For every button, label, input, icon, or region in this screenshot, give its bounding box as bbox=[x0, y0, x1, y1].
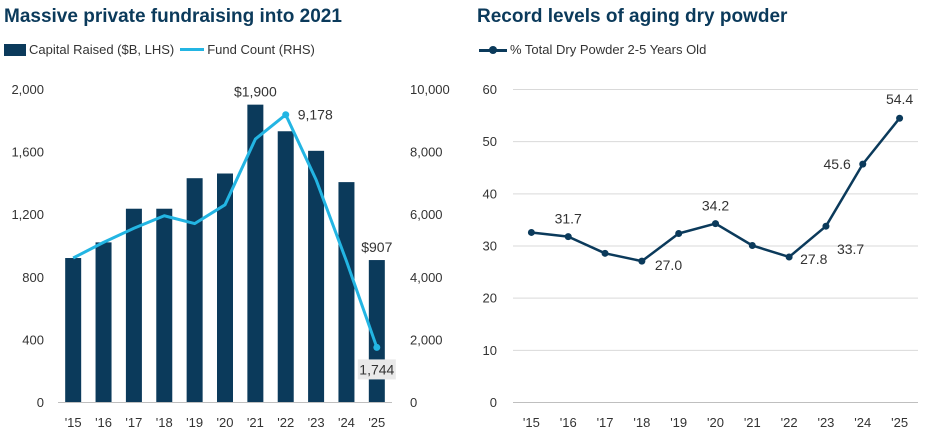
right-x-tick-label: '22 bbox=[781, 415, 798, 430]
right-axis-tick-label: 10,000 bbox=[410, 82, 450, 97]
legend-line-swatch bbox=[180, 48, 205, 51]
dry-powder-value-label: 45.6 bbox=[824, 156, 851, 172]
capital-raised-bar bbox=[125, 208, 142, 402]
legend-bar-swatch bbox=[4, 43, 26, 56]
fund-count-value-label: 9,178 bbox=[298, 107, 333, 123]
right-chart-y-tick-label: 20 bbox=[483, 291, 497, 306]
right-chart-y-tick-label: 0 bbox=[490, 395, 497, 410]
right-x-tick-label: '17 bbox=[597, 415, 614, 430]
right-x-tick-label: '18 bbox=[633, 415, 650, 430]
capital-raised-bar bbox=[338, 182, 355, 402]
left-x-tick-label: '24 bbox=[338, 415, 355, 430]
left-x-tick-label: '15 bbox=[65, 415, 82, 430]
right-axis-tick-label: 6,000 bbox=[410, 207, 443, 222]
right-x-tick-label: '24 bbox=[854, 415, 871, 430]
left-axis-tick-label: 400 bbox=[22, 332, 44, 347]
left-x-tick-label: '25 bbox=[368, 415, 385, 430]
left-x-tick-label: '16 bbox=[95, 415, 112, 430]
legend-item-dry-powder: % Total Dry Powder 2-5 Years Old bbox=[479, 42, 706, 57]
fund-count-label-background bbox=[357, 359, 396, 380]
right-chart-y-tick-label: 30 bbox=[483, 239, 497, 254]
fund-count-value-label: 1,744 bbox=[359, 361, 394, 377]
left-x-tick-label: '21 bbox=[247, 415, 264, 430]
dry-powder-marker bbox=[712, 220, 719, 228]
right-chart-y-tick-label: 60 bbox=[483, 82, 497, 97]
capital-raised-bar bbox=[247, 104, 264, 403]
dry-powder-value-label: 54.4 bbox=[886, 91, 913, 107]
capital-raised-bar bbox=[308, 150, 325, 402]
dry-powder-marker bbox=[859, 160, 867, 168]
capital-raised-bar bbox=[217, 173, 233, 402]
fund-count-marker bbox=[282, 111, 290, 119]
left-axis-tick-label: 1,200 bbox=[11, 207, 44, 222]
legend-right: % Total Dry Powder 2-5 Years Old bbox=[479, 42, 712, 57]
dry-powder-value-label: 27.0 bbox=[655, 257, 682, 273]
left-x-tick-label: '18 bbox=[156, 415, 173, 430]
bar-value-label: $1,900 bbox=[234, 84, 277, 100]
dry-powder-value-label: 27.8 bbox=[800, 251, 827, 267]
chart-title-right: Record levels of aging dry powder bbox=[477, 6, 788, 27]
bar-value-label: $907 bbox=[361, 239, 392, 255]
right-axis-tick-label: 0 bbox=[410, 395, 417, 410]
legend-item-capital: Capital Raised ($B, LHS) bbox=[4, 42, 174, 57]
right-x-tick-label: '15 bbox=[523, 415, 540, 430]
legend-left: Capital Raised ($B, LHS) Fund Count (RHS… bbox=[4, 42, 321, 57]
left-x-tick-label: '23 bbox=[308, 415, 325, 430]
right-x-tick-label: '16 bbox=[560, 415, 577, 430]
dry-powder-marker bbox=[638, 257, 646, 265]
dry-powder-marker bbox=[822, 222, 830, 230]
dry-powder-marker bbox=[675, 230, 683, 238]
dry-powder-line bbox=[531, 117, 901, 263]
dry-powder-marker bbox=[785, 253, 793, 261]
legend-item-fund-count: Fund Count (RHS) bbox=[180, 42, 315, 57]
dry-powder-marker bbox=[748, 242, 756, 249]
legend-label-dry-powder: % Total Dry Powder 2-5 Years Old bbox=[510, 42, 707, 57]
right-axis-tick-label: 8,000 bbox=[410, 145, 443, 160]
left-axis-tick-label: 1,600 bbox=[11, 145, 44, 160]
right-x-tick-label: '23 bbox=[817, 415, 834, 430]
capital-raised-bar bbox=[95, 242, 112, 402]
dry-powder-marker bbox=[601, 249, 609, 257]
left-axis-tick-label: 2,000 bbox=[11, 82, 44, 97]
left-axis-tick-label: 0 bbox=[37, 395, 44, 410]
capital-raised-bar bbox=[186, 178, 203, 402]
capital-raised-bar bbox=[277, 131, 294, 402]
right-x-tick-label: '25 bbox=[891, 415, 908, 430]
dry-powder-value-label: 31.7 bbox=[555, 211, 582, 227]
right-x-tick-label: '21 bbox=[744, 415, 761, 430]
capital-raised-bar bbox=[65, 258, 82, 402]
dry-powder-marker bbox=[564, 233, 572, 241]
left-x-tick-label: '20 bbox=[217, 415, 234, 430]
left-x-tick-label: '22 bbox=[277, 415, 294, 430]
fund-count-line bbox=[72, 113, 379, 348]
dry-powder-marker bbox=[527, 228, 535, 236]
right-chart-y-tick-label: 50 bbox=[483, 134, 497, 149]
left-x-tick-label: '19 bbox=[186, 415, 203, 430]
legend-label-fund-count: Fund Count (RHS) bbox=[207, 42, 315, 57]
right-axis-tick-label: 2,000 bbox=[410, 332, 443, 347]
dry-powder-value-label: 33.7 bbox=[837, 241, 864, 257]
right-x-tick-label: '20 bbox=[707, 415, 724, 430]
dry-powder-marker bbox=[896, 114, 904, 122]
left-axis-tick-label: 800 bbox=[22, 270, 44, 285]
chart-title-left: Massive private fundraising into 2021 bbox=[4, 6, 342, 27]
capital-raised-bar bbox=[156, 208, 173, 402]
right-axis-tick-label: 4,000 bbox=[410, 270, 443, 285]
right-x-tick-label: '19 bbox=[670, 415, 687, 430]
left-x-tick-label: '17 bbox=[125, 415, 142, 430]
legend-marker-swatch bbox=[479, 44, 507, 56]
right-chart-y-tick-label: 10 bbox=[483, 343, 497, 358]
right-chart-y-tick-label: 40 bbox=[483, 186, 497, 201]
fund-count-marker bbox=[373, 343, 381, 351]
legend-label-capital: Capital Raised ($B, LHS) bbox=[29, 42, 175, 57]
dry-powder-value-label: 34.2 bbox=[702, 198, 729, 214]
